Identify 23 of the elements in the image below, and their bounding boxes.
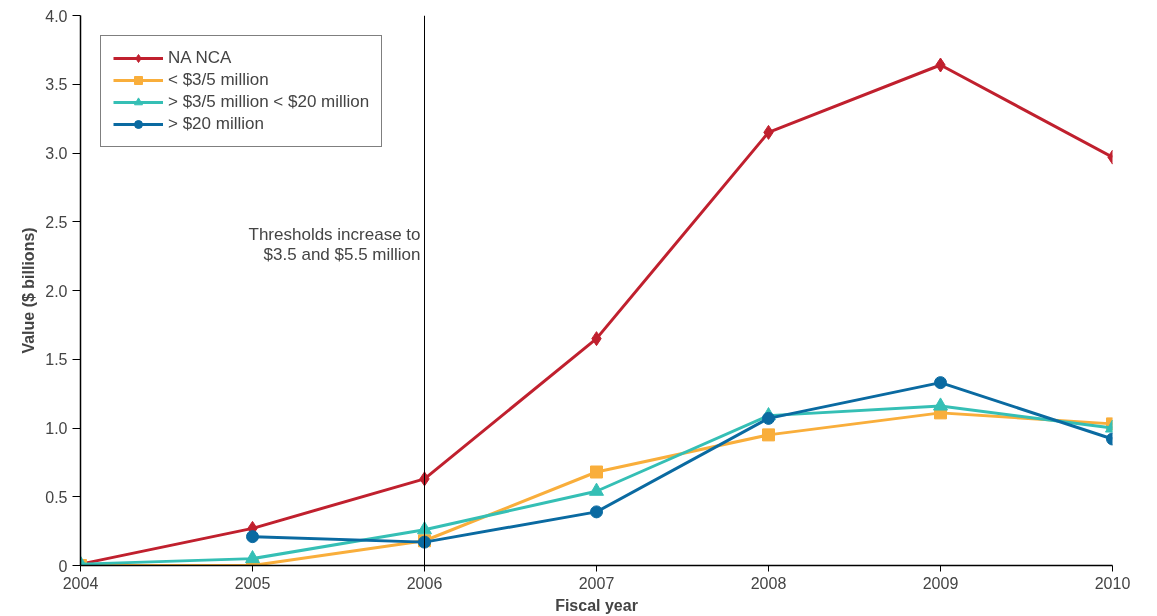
x-tick-label: 2006 — [406, 574, 443, 592]
x-tick-label: 2008 — [750, 574, 787, 592]
legend-label: > $20 million — [168, 114, 264, 134]
y-tick-label: 0.5 — [45, 488, 68, 506]
y-tick-label: 2.5 — [45, 213, 68, 231]
x-axis-title: Fiscal year — [555, 596, 638, 614]
legend-label: NA NCA — [168, 48, 232, 68]
ref-line-label: Thresholds increase to $3.5 and $5.5 million — [248, 224, 421, 264]
x-tick-label: 2010 — [1094, 574, 1131, 592]
y-tick-label: 1.5 — [45, 351, 68, 369]
legend-label: < $3/5 million — [168, 70, 269, 90]
y-tick-label: 4.0 — [45, 7, 68, 25]
y-tick-label: 0 — [58, 557, 68, 575]
y-tick-label: 3.0 — [45, 145, 68, 162]
y-tick-label: 1.0 — [45, 420, 68, 437]
x-tick-label: 2007 — [578, 574, 615, 592]
y-axis-title: Value ($ billions) — [20, 227, 38, 354]
x-tick-label: 2005 — [234, 574, 271, 592]
x-tick-label: 2009 — [922, 574, 959, 592]
x-tick-label: 2004 — [62, 574, 99, 592]
legend-label: > $3/5 million < $20 million — [168, 92, 370, 112]
y-tick-label: 3.5 — [45, 76, 68, 94]
y-tick-label: 2.0 — [45, 282, 68, 300]
